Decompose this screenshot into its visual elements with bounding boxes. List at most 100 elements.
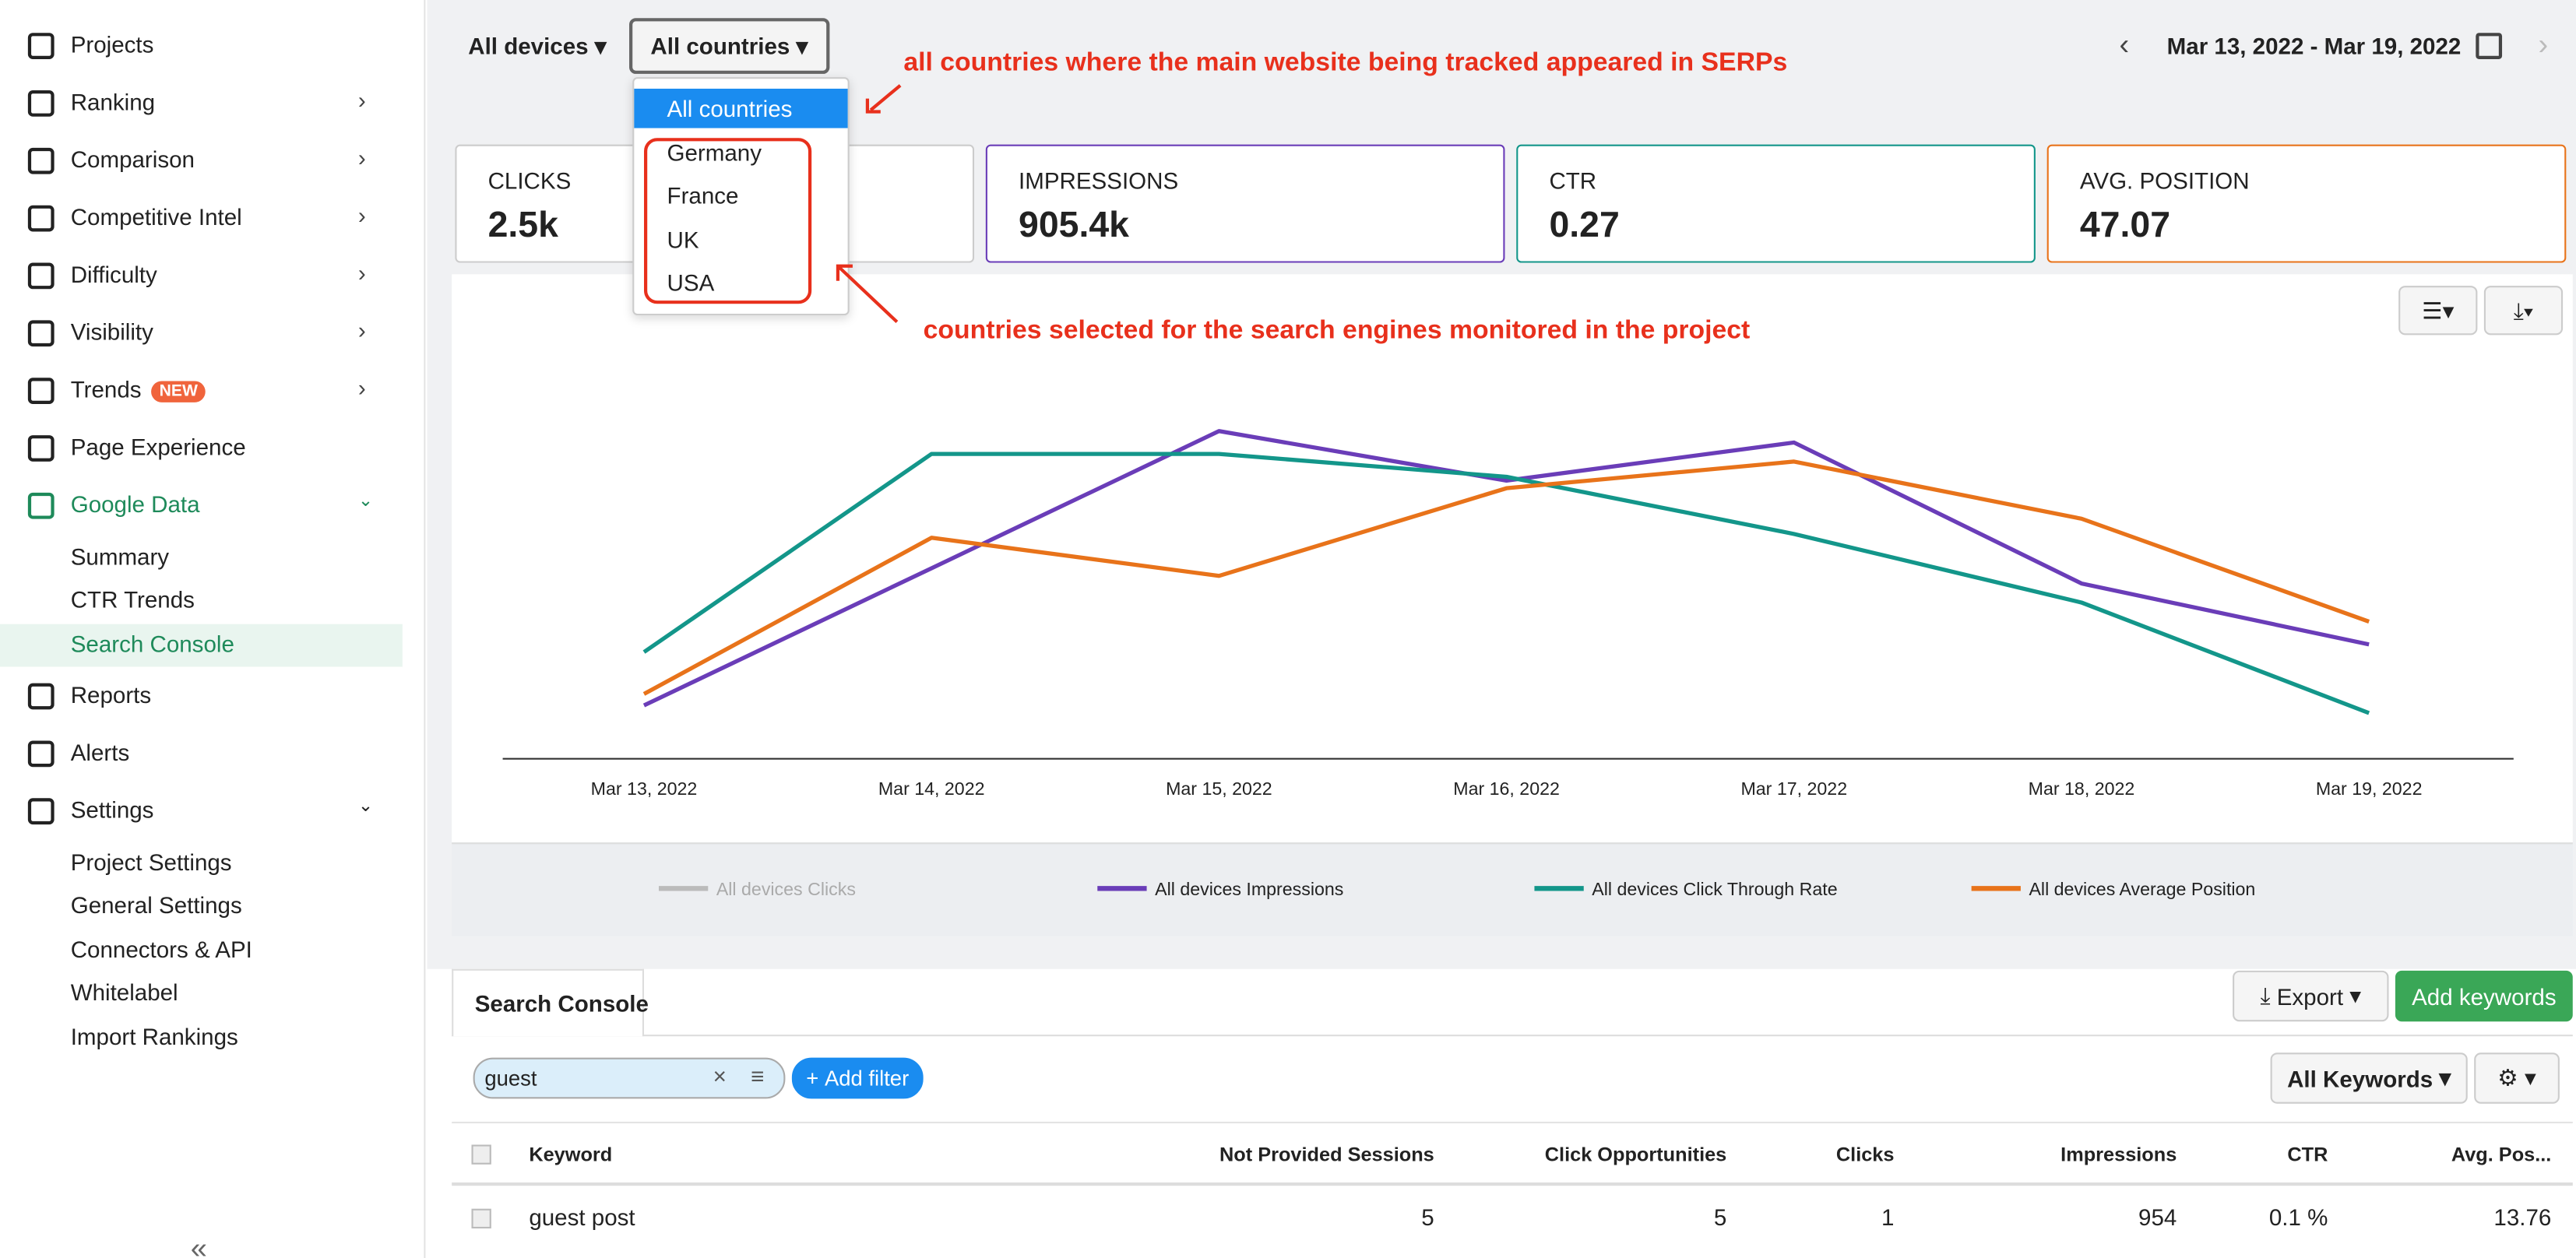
- x-tick-label: Mar 17, 2022: [1740, 778, 1847, 799]
- column-header[interactable]: Clicks: [1835, 1143, 1895, 1166]
- next-week[interactable]: ›: [2538, 27, 2549, 61]
- nav-item[interactable]: CTR Trends: [70, 586, 195, 613]
- active-item-bg: [0, 624, 403, 667]
- export-button[interactable]: ⤓ Export ▾: [2233, 970, 2389, 1022]
- legend-label: All devices Average Position: [2029, 879, 2255, 899]
- nav-icon: [27, 740, 55, 768]
- series-line: [642, 452, 2370, 715]
- filter-text: guest: [484, 1066, 537, 1091]
- nav-item[interactable]: Visibility: [70, 318, 153, 346]
- keyword-set-select[interactable]: All Keywords ▾: [2270, 1052, 2468, 1104]
- nav-icon: [27, 492, 55, 519]
- column-header[interactable]: Impressions: [2060, 1143, 2177, 1166]
- nav-item[interactable]: Project Settings: [70, 849, 232, 876]
- legend-label: All devices Impressions: [1155, 879, 1343, 899]
- nav-item[interactable]: General Settings: [70, 891, 242, 919]
- dropdown-option[interactable]: USA: [667, 269, 715, 296]
- nav-item[interactable]: Page Experience: [70, 433, 246, 460]
- metric-card: IMPRESSIONS 905.4k: [985, 144, 1505, 263]
- devices-select[interactable]: All devices ▾: [468, 33, 607, 59]
- annotation: countries selected for the search engine…: [923, 317, 1751, 346]
- nav-item[interactable]: Difficulty: [70, 261, 157, 288]
- dropdown-option[interactable]: France: [667, 182, 739, 209]
- arrow-head: [865, 98, 881, 114]
- prev-week[interactable]: ‹: [2119, 27, 2130, 61]
- filter-input[interactable]: [473, 1057, 786, 1099]
- series-line: [642, 429, 2370, 708]
- nav-icon: [27, 798, 55, 825]
- column-header[interactable]: CTR: [2287, 1143, 2328, 1166]
- countries-select-label: All countries ▾: [650, 33, 808, 59]
- annotation: all countries where the main website bei…: [903, 49, 1788, 78]
- chevron: ⌄: [357, 796, 374, 817]
- arrow: [836, 265, 899, 324]
- dropdown-option[interactable]: UK: [667, 227, 699, 253]
- calendar-icon[interactable]: [2476, 33, 2503, 59]
- arrow: [869, 84, 902, 111]
- nav-item[interactable]: Projects: [70, 31, 154, 58]
- nav-item[interactable]: Whitelabel: [70, 979, 178, 1006]
- chart-download-button[interactable]: ⤓▾: [2483, 286, 2564, 336]
- nav-item[interactable]: Reports: [70, 681, 152, 708]
- date-range[interactable]: Mar 13, 2022 - Mar 19, 2022: [2166, 33, 2462, 59]
- dropdown-option[interactable]: Germany: [667, 139, 762, 167]
- add-keywords-button[interactable]: Add keywords: [2395, 970, 2573, 1022]
- series-line: [642, 459, 2370, 696]
- select-all-checkbox[interactable]: [471, 1144, 491, 1165]
- table-cell: 13.76: [2493, 1204, 2552, 1231]
- countries-select[interactable]: [629, 18, 830, 74]
- chart-settings-button[interactable]: ☰▾: [2398, 286, 2478, 336]
- chevron: ⌄: [357, 490, 374, 511]
- filter-list[interactable]: ≡: [751, 1062, 765, 1089]
- nav-icon: [27, 435, 55, 462]
- legend-label: All devices Click Through Rate: [1592, 879, 1837, 899]
- legend-panel: [452, 842, 2573, 936]
- nav-item[interactable]: Search Console: [70, 631, 234, 657]
- column-header[interactable]: Not Provided Sessions: [1219, 1143, 1434, 1166]
- nav-icon: [27, 33, 55, 59]
- table-cell: 1: [1881, 1204, 1895, 1231]
- chevron: ›: [357, 259, 366, 286]
- column-header[interactable]: Click Opportunities: [1544, 1143, 1727, 1166]
- nav-icon: [27, 378, 55, 404]
- nav-item[interactable]: Google Data: [70, 490, 200, 518]
- table-cell: 954: [2138, 1204, 2177, 1231]
- nav-item[interactable]: Alerts: [70, 739, 130, 766]
- chevron: ›: [357, 202, 366, 229]
- nav-item[interactable]: Summary: [70, 543, 170, 571]
- collapse-icon[interactable]: «: [190, 1232, 207, 1258]
- x-tick-label: Mar 18, 2022: [2029, 778, 2135, 799]
- nav-item[interactable]: Settings: [70, 796, 154, 823]
- table-settings[interactable]: ⚙ ▾: [2474, 1052, 2560, 1104]
- clear-filter[interactable]: ×: [713, 1062, 727, 1089]
- column-header[interactable]: Avg. Pos...: [2451, 1143, 2552, 1166]
- x-tick-label: Mar 15, 2022: [1166, 778, 1272, 799]
- nav-item[interactable]: Ranking: [70, 88, 156, 115]
- column-header[interactable]: Keyword: [529, 1143, 613, 1166]
- nav-icon: [27, 205, 55, 232]
- nav-icon: [27, 90, 55, 117]
- x-tick-label: Mar 13, 2022: [591, 778, 698, 799]
- nav-item[interactable]: Connectors & API: [70, 936, 252, 963]
- nav-item[interactable]: Import Rankings: [70, 1023, 238, 1050]
- nav-icon: [27, 147, 55, 174]
- nav-item[interactable]: Trends: [70, 376, 142, 402]
- row-checkbox[interactable]: [471, 1208, 491, 1229]
- selected-option-bg: [634, 88, 848, 128]
- legend-label: All devices Clicks: [716, 879, 856, 899]
- nav-badge: NEW: [151, 381, 206, 402]
- table-cell: 5: [1421, 1204, 1434, 1231]
- chart-panel: [452, 274, 2573, 843]
- dropdown-option[interactable]: All countries: [667, 95, 793, 122]
- tab[interactable]: [452, 968, 644, 1037]
- table-cell: 5: [1713, 1204, 1727, 1231]
- arrow-head: [836, 264, 853, 281]
- add-filter-button[interactable]: + Add filter: [791, 1057, 924, 1099]
- nav-icon: [27, 683, 55, 710]
- nav-item[interactable]: Comparison: [70, 146, 195, 173]
- nav-item[interactable]: Competitive Intel: [70, 203, 242, 230]
- chevron: ›: [357, 374, 366, 401]
